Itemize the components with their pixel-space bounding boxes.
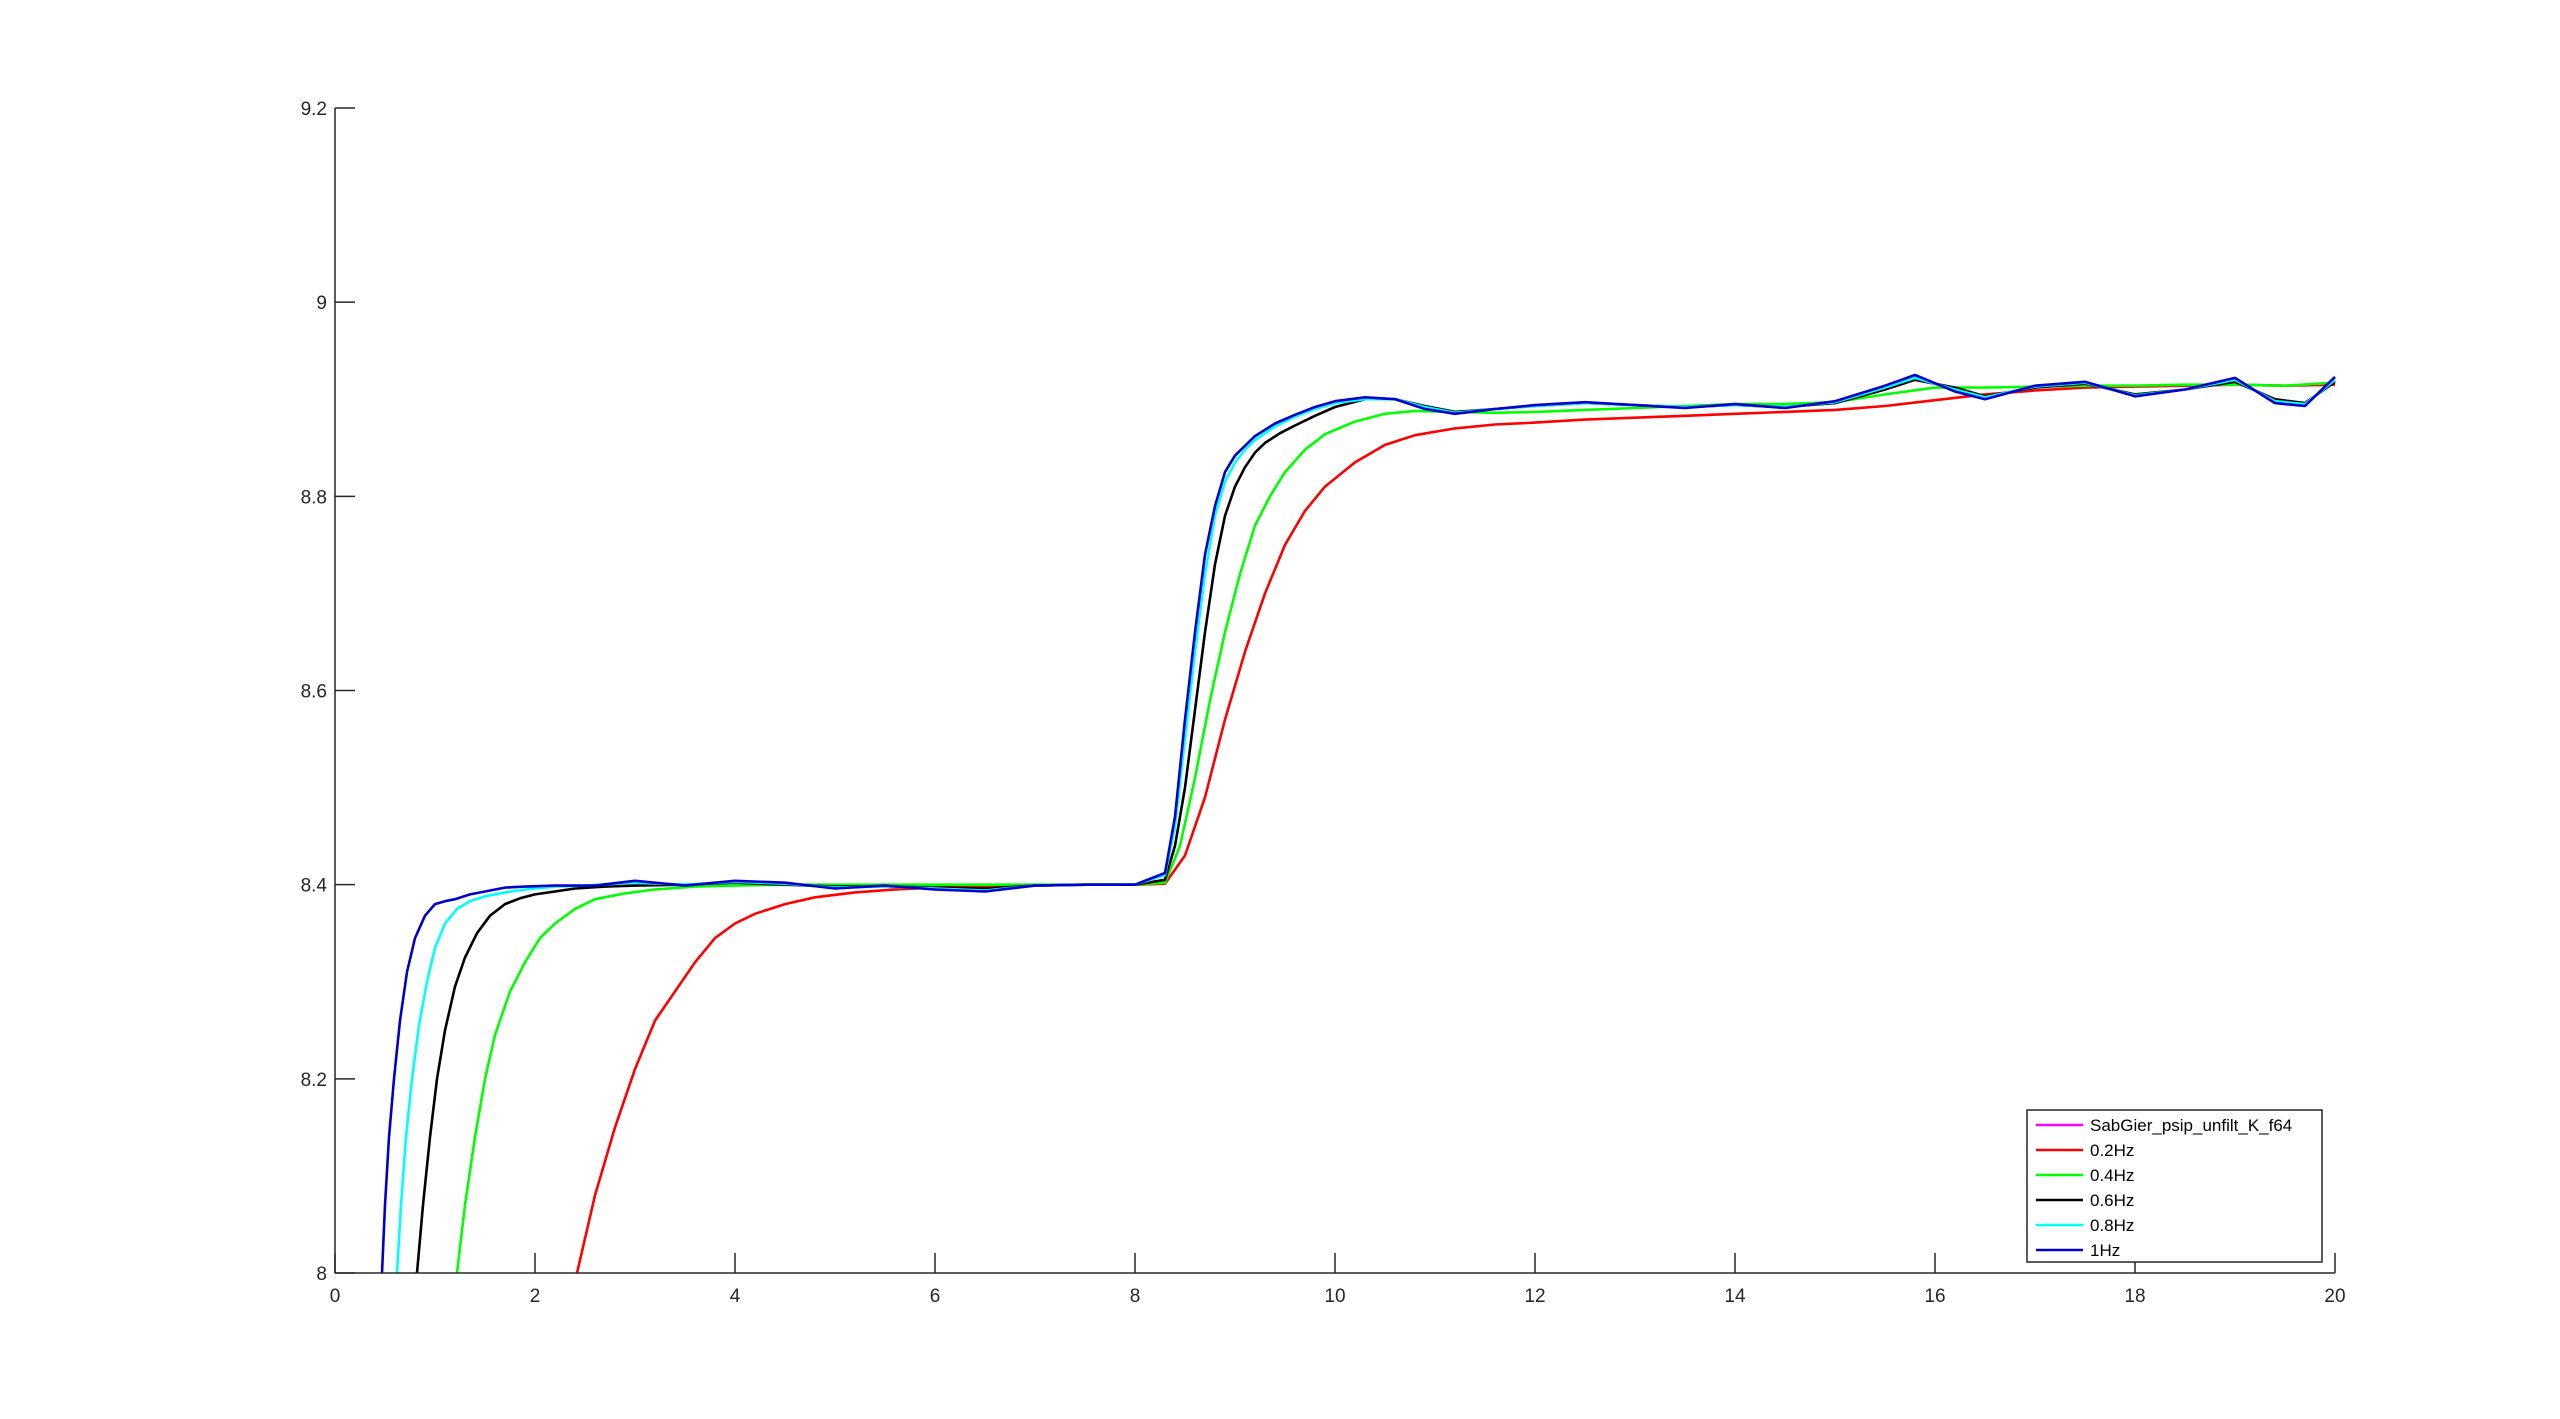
legend-label: SabGier_psip_unfilt_K_f64 bbox=[2090, 1116, 2292, 1135]
legend-label: 0.2Hz bbox=[2090, 1141, 2134, 1160]
x-tick-label: 0 bbox=[330, 1286, 341, 1307]
series-line-0-4hz bbox=[455, 381, 2336, 1274]
x-tick-label: 10 bbox=[1324, 1286, 1345, 1307]
x-tick-label: 20 bbox=[2324, 1286, 2345, 1307]
legend: SabGier_psip_unfilt_K_f64 0.2Hz 0.4Hz 0.6Hz… bbox=[2026, 1109, 2323, 1263]
x-tick-label: 14 bbox=[1724, 1286, 1746, 1307]
axes-layer: 0 2 4 6 8 10 12 14 16 18 20 8 8.2 8.4 8.6 8.8 9 9.2 bbox=[301, 99, 2346, 1307]
y-tick-label: 8.4 bbox=[301, 876, 328, 897]
x-tick-label: 18 bbox=[2124, 1286, 2145, 1307]
x-tick-label: 12 bbox=[1524, 1286, 1545, 1307]
series-line-0-2hz bbox=[575, 383, 2336, 1274]
y-tick-label: 8.6 bbox=[301, 682, 327, 703]
y-tick-label: 9.2 bbox=[301, 99, 327, 120]
legend-label: 1Hz bbox=[2090, 1241, 2120, 1260]
x-tick-label: 6 bbox=[930, 1286, 941, 1307]
series-line-1hz bbox=[380, 373, 2336, 1274]
legend-label: 0.8Hz bbox=[2090, 1216, 2134, 1235]
y-tick-label: 8.8 bbox=[301, 487, 327, 508]
legend-label: 0.6Hz bbox=[2090, 1191, 2134, 1210]
series-line-0-8hz bbox=[395, 376, 2336, 1274]
series-line-0-6hz bbox=[415, 378, 2336, 1274]
y-tick-label: 8 bbox=[316, 1264, 327, 1285]
x-tick-label: 2 bbox=[530, 1286, 541, 1307]
x-tick-label: 8 bbox=[1130, 1286, 1141, 1307]
plot-area: 0 2 4 6 8 10 12 14 16 18 20 8 8.2 8.4 8.6 8.8 9 9.2 bbox=[301, 99, 2346, 1307]
legend-box bbox=[2026, 1109, 2323, 1263]
x-tick-label: 4 bbox=[730, 1286, 741, 1307]
y-tick-label: 8.2 bbox=[301, 1070, 327, 1091]
legend-label: 0.4Hz bbox=[2090, 1166, 2134, 1185]
series-layer bbox=[380, 373, 2336, 1274]
x-tick-label: 16 bbox=[1924, 1286, 1945, 1307]
y-tick-label: 9 bbox=[316, 293, 327, 314]
